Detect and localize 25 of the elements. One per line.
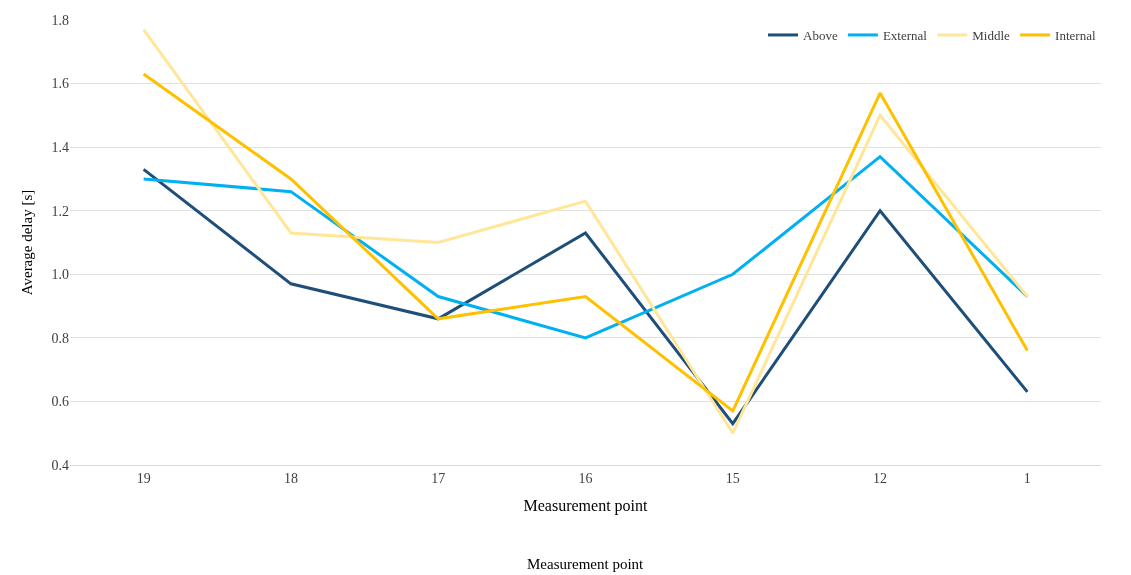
line-series <box>142 167 1029 426</box>
x-tick-label: 12 <box>873 470 888 486</box>
x-tick-label: 17 <box>431 470 446 486</box>
legend-label: Internal <box>1055 28 1096 44</box>
legend-label: Middle <box>972 28 1011 44</box>
y-tick-label: 0.4 <box>51 457 69 473</box>
y-tick-label: 0.8 <box>51 330 69 346</box>
y-tick-label: 1.0 <box>51 267 69 283</box>
line-series <box>142 28 1029 435</box>
line-series <box>142 72 1029 413</box>
legend-label: Above <box>803 28 838 44</box>
y-tick-label: 1.4 <box>51 140 69 156</box>
y-tick-label: 1.6 <box>51 76 69 92</box>
x-tick-label: 19 <box>136 470 151 486</box>
x-axis-title: Measurement point <box>523 497 649 516</box>
legend-label: External <box>882 28 928 44</box>
y-tick-label: 0.6 <box>51 394 69 410</box>
y-tick-label: 1.2 <box>51 203 69 219</box>
y-tick-label: 1.8 <box>51 12 69 28</box>
y-axis-title: Average delay [s] <box>18 189 35 296</box>
x-tick-label: 16 <box>578 470 593 486</box>
x-tick-label: 15 <box>725 470 740 486</box>
x-tick-label: 18 <box>283 470 298 486</box>
x-tick-label: 1 <box>1023 470 1031 486</box>
text: Measurement point <box>527 556 645 572</box>
